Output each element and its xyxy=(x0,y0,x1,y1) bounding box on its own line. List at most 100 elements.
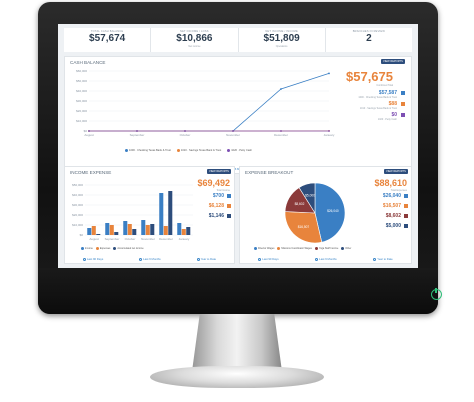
stat-branches: BRANCHES IN REVIEW 2 xyxy=(326,28,412,52)
radio-icon xyxy=(258,257,262,261)
cash-legend: 1000 · Checking Texas Bank & Trust 1010 … xyxy=(125,149,252,152)
income-total: $69,492 xyxy=(197,178,230,188)
footer-label: Last 6 Months xyxy=(143,257,161,261)
y-tick-label: $0 xyxy=(84,129,88,133)
legend-label: Other xyxy=(345,247,352,250)
expense-item-swatch xyxy=(404,204,408,208)
income-item-value: $1,146 xyxy=(208,213,224,219)
filter-last-6-months[interactable]: Last 6 Months xyxy=(139,257,161,261)
slice-label: $5,000 xyxy=(305,194,315,198)
stat-value: $10,866 xyxy=(176,33,213,44)
pie-slice xyxy=(284,211,323,244)
income-legend: Income Expenses Accumulated net income xyxy=(81,247,144,250)
legend-label: Director Wages xyxy=(258,247,275,250)
filter-year-to-date[interactable]: Year to Date xyxy=(373,257,393,261)
bar xyxy=(150,224,155,235)
bar xyxy=(123,221,128,235)
legend-label: Income xyxy=(85,247,93,250)
bar xyxy=(159,193,164,235)
radio-icon xyxy=(315,257,319,261)
cash-balance-panel: CASH BALANCE VIEW REPORTS $0 $10,000 $20,0… xyxy=(64,56,412,174)
legend-label: 1010 · Savings Texas Bank & Trust xyxy=(180,149,222,152)
bar xyxy=(163,226,168,235)
y-tick-label: $50,000 xyxy=(72,183,83,187)
bar xyxy=(186,227,191,235)
stat-total-cash: TOTAL CASH BALANCE $57,674 xyxy=(64,28,152,52)
bar xyxy=(96,234,101,235)
income-item-value: $6,128 xyxy=(208,203,224,209)
legend-label: Expenses xyxy=(99,247,111,250)
x-tick-label: September xyxy=(105,237,120,241)
expense-item-value: $26,040 xyxy=(382,193,401,199)
y-tick-label: $20,000 xyxy=(76,109,87,113)
stat-value: $57,674 xyxy=(89,33,126,44)
bar xyxy=(109,225,114,235)
footer-label: Last 6 Months xyxy=(319,257,337,261)
y-tick-label: $40,000 xyxy=(72,193,83,197)
expense-breakout-panel: EXPENSE BREAKOUT VIEW REPORTS $26,040 $16… xyxy=(239,166,412,264)
y-tick-label: $40,000 xyxy=(76,89,87,93)
account-value: $88 xyxy=(388,101,397,107)
legend-item[interactable]: Missions Coordinator Wages xyxy=(277,247,312,250)
view-reports-button[interactable]: VIEW REPORTS xyxy=(384,169,408,174)
panel-title: INCOME EXPENSE xyxy=(70,170,112,175)
legend-label: 1020 · Petty Cash xyxy=(231,149,252,152)
legend-item[interactable]: 1000 · Checking Texas Bank & Trust xyxy=(125,149,171,152)
data-point xyxy=(232,130,234,132)
account-swatch xyxy=(401,91,405,95)
bar xyxy=(105,223,110,235)
stat-label: TOTAL CASH BALANCE xyxy=(90,30,124,33)
legend-item[interactable]: Accumulated net income xyxy=(113,247,144,250)
slice-label: $8,602 xyxy=(295,202,305,206)
filter-last-90-days[interactable]: Last 90 Days xyxy=(82,257,103,261)
expense-item-swatch xyxy=(404,194,408,198)
bar xyxy=(87,228,92,235)
radio-icon xyxy=(82,257,86,261)
filter-last-6-months[interactable]: Last 6 Months xyxy=(315,257,337,261)
bar xyxy=(91,226,96,235)
y-tick-label: $30,000 xyxy=(76,99,87,103)
legend-item[interactable]: Yoga Staff Income xyxy=(314,247,338,250)
legend-item[interactable]: Expenses xyxy=(95,247,111,250)
filter-year-to-date[interactable]: Year to Date xyxy=(196,257,216,261)
panel-title: EXPENSE BREAKOUT xyxy=(245,170,294,175)
legend-item[interactable]: Other xyxy=(341,247,351,250)
legend-label: Accumulated net income xyxy=(117,247,144,250)
legend-item[interactable]: 1010 · Savings Texas Bank & Trust xyxy=(176,149,222,152)
bar xyxy=(141,220,146,235)
y-tick-label: $30,000 xyxy=(72,203,83,207)
y-tick-label: $10,000 xyxy=(76,119,87,123)
legend-item[interactable]: Income xyxy=(81,247,93,250)
view-reports-button[interactable]: VIEW REPORTS xyxy=(207,169,231,174)
y-tick-label: $50,000 xyxy=(76,79,87,83)
stat-value: $51,809 xyxy=(263,33,300,44)
cash-total-caption: Combined Total xyxy=(376,84,393,87)
account-value: $57,587 xyxy=(378,90,397,96)
radio-icon xyxy=(139,257,143,261)
cash-total: $57,675 xyxy=(346,69,393,84)
expense-item-value: $5,000 xyxy=(385,223,401,229)
x-tick-label: November xyxy=(226,133,240,137)
monitor-chin xyxy=(38,268,438,314)
income-expense-chart: $0 $10,000 $20,000 $30,000 $40,000 $50,000 Aug… xyxy=(72,183,193,241)
x-tick-label: January xyxy=(324,133,335,137)
y-tick-label: $60,000 xyxy=(76,69,87,73)
x-tick-label: October xyxy=(180,133,191,137)
bar xyxy=(132,229,137,235)
expense-item-value: $8,602 xyxy=(385,213,401,219)
y-tick-label: $20,000 xyxy=(72,213,83,217)
power-button-icon xyxy=(431,288,442,300)
x-tick-label: September xyxy=(130,133,145,137)
legend-item[interactable]: Director Wages xyxy=(254,247,274,250)
filter-last-90-days[interactable]: Last 90 Days xyxy=(258,257,279,261)
income-item-swatch xyxy=(227,214,231,218)
legend-item[interactable]: 1020 · Petty Cash xyxy=(227,149,252,152)
data-point xyxy=(280,130,282,132)
x-tick-label: December xyxy=(159,237,173,241)
y-tick-label: $0 xyxy=(80,233,84,237)
view-reports-button[interactable]: VIEW REPORTS xyxy=(381,59,405,64)
legend-label: Missions Coordinator Wages xyxy=(281,247,312,250)
bar xyxy=(127,224,132,235)
stat-sub: Net income xyxy=(188,45,201,48)
